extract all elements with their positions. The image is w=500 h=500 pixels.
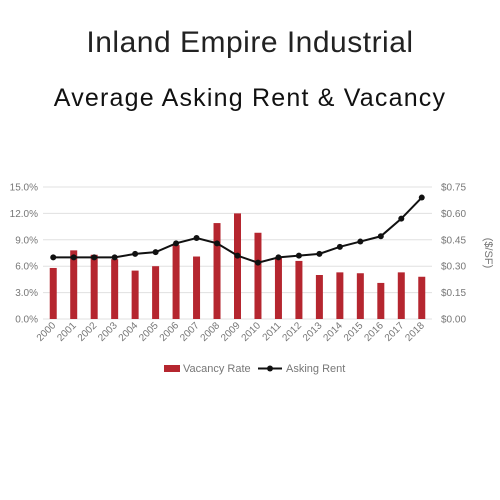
rent-point	[357, 238, 364, 245]
y-right-tick-label: $0.30	[441, 262, 466, 273]
vacancy-bars	[49, 213, 426, 319]
y-right-tick-label: $0.75	[441, 183, 466, 194]
y-left-tick-label: 6.0%	[15, 262, 38, 273]
y-right-tick-label: $0.00	[441, 315, 466, 326]
rent-point	[193, 235, 200, 242]
rent-point	[398, 215, 405, 222]
x-tick-label: 2017	[383, 320, 407, 344]
vacancy-bar	[111, 259, 119, 319]
x-tick-label: 2005	[137, 320, 161, 344]
legend: Vacancy Rate Asking Rent	[164, 363, 345, 375]
vacancy-bar	[356, 273, 364, 319]
vacancy-bar	[295, 260, 303, 319]
rent-point	[377, 233, 384, 240]
rent-point	[254, 259, 261, 266]
x-tick-label: 2009	[219, 320, 243, 344]
x-tick-label: 2001	[55, 320, 79, 344]
chart-subtitle: Average Asking Rent & Vacancy	[53, 84, 447, 112]
vacancy-bar	[70, 250, 78, 319]
legend-vacancy-swatch	[164, 365, 180, 372]
vacancy-bar	[397, 272, 405, 319]
rent-point	[275, 254, 282, 261]
vacancy-bar	[90, 254, 98, 319]
rent-point	[132, 250, 139, 257]
rent-point	[336, 243, 343, 250]
x-axis: 2000200120022003200420052006200720082009…	[35, 320, 427, 344]
legend-rent-label: Asking Rent	[286, 363, 345, 375]
x-tick-label: 2011	[261, 320, 284, 343]
y-right-tick-label: $0.45	[441, 235, 466, 246]
asking-rent-line	[50, 194, 425, 266]
rent-point	[295, 252, 302, 259]
vacancy-bar	[131, 270, 139, 319]
x-tick-label: 2010	[240, 320, 264, 344]
rent-point	[50, 254, 57, 261]
y-left-tick-label: 0.0%	[15, 315, 38, 326]
y-left-tick-label: 3.0%	[15, 288, 38, 299]
x-tick-label: 2006	[158, 320, 182, 344]
y-axis-right: $0.00 $0.15 $0.30 $0.45 $0.60 $0.75	[441, 183, 466, 326]
vacancy-bar	[234, 213, 241, 319]
vacancy-bar	[377, 282, 385, 319]
rent-point	[111, 254, 118, 261]
rent-point	[316, 250, 323, 257]
x-tick-label: 2015	[342, 320, 366, 344]
rent-point	[234, 252, 241, 259]
y-right-tick-label: $0.15	[441, 288, 466, 299]
legend-vacancy-label: Vacancy Rate	[183, 363, 251, 375]
x-tick-label: 2016	[362, 320, 386, 344]
x-tick-label: 2004	[117, 320, 141, 344]
x-tick-label: 2012	[281, 320, 305, 344]
vacancy-bar	[315, 275, 323, 319]
rent-point	[152, 249, 159, 256]
x-tick-label: 2014	[321, 320, 345, 344]
y-left-tick-label: 9.0%	[15, 235, 38, 246]
x-tick-label: 2000	[35, 320, 59, 344]
x-tick-label: 2002	[76, 320, 100, 344]
y-right-tick-label: $0.60	[441, 209, 466, 220]
vacancy-bar	[418, 276, 426, 319]
x-tick-label: 2007	[178, 320, 202, 344]
vacancy-bar	[274, 257, 282, 319]
vacancy-bar	[213, 223, 221, 319]
y-left-tick-label: 12.0%	[10, 209, 38, 220]
rent-point	[91, 254, 98, 261]
legend-rent-marker	[267, 365, 273, 372]
rent-point	[418, 194, 425, 201]
y-axis-right-label: ($/SF)	[482, 238, 494, 269]
rent-point	[214, 240, 221, 247]
x-tick-label: 2018	[403, 320, 427, 344]
y-axis-left: 0.0% 3.0% 6.0% 9.0% 12.0% 15.0%	[10, 183, 38, 326]
x-tick-label: 2013	[301, 320, 325, 344]
vacancy-bar	[152, 266, 160, 319]
chart-title: Inland Empire Industrial	[86, 26, 414, 59]
x-tick-label: 2003	[96, 320, 120, 344]
rent-point	[70, 254, 77, 261]
vacancy-bar	[172, 245, 180, 319]
vacancy-bar	[254, 232, 262, 319]
y-left-tick-label: 15.0%	[10, 183, 38, 194]
x-tick-label: 2008	[199, 320, 223, 344]
rent-point	[173, 240, 180, 247]
vacancy-bar	[49, 267, 57, 319]
vacancy-bar	[193, 256, 201, 319]
vacancy-bar	[336, 272, 344, 319]
